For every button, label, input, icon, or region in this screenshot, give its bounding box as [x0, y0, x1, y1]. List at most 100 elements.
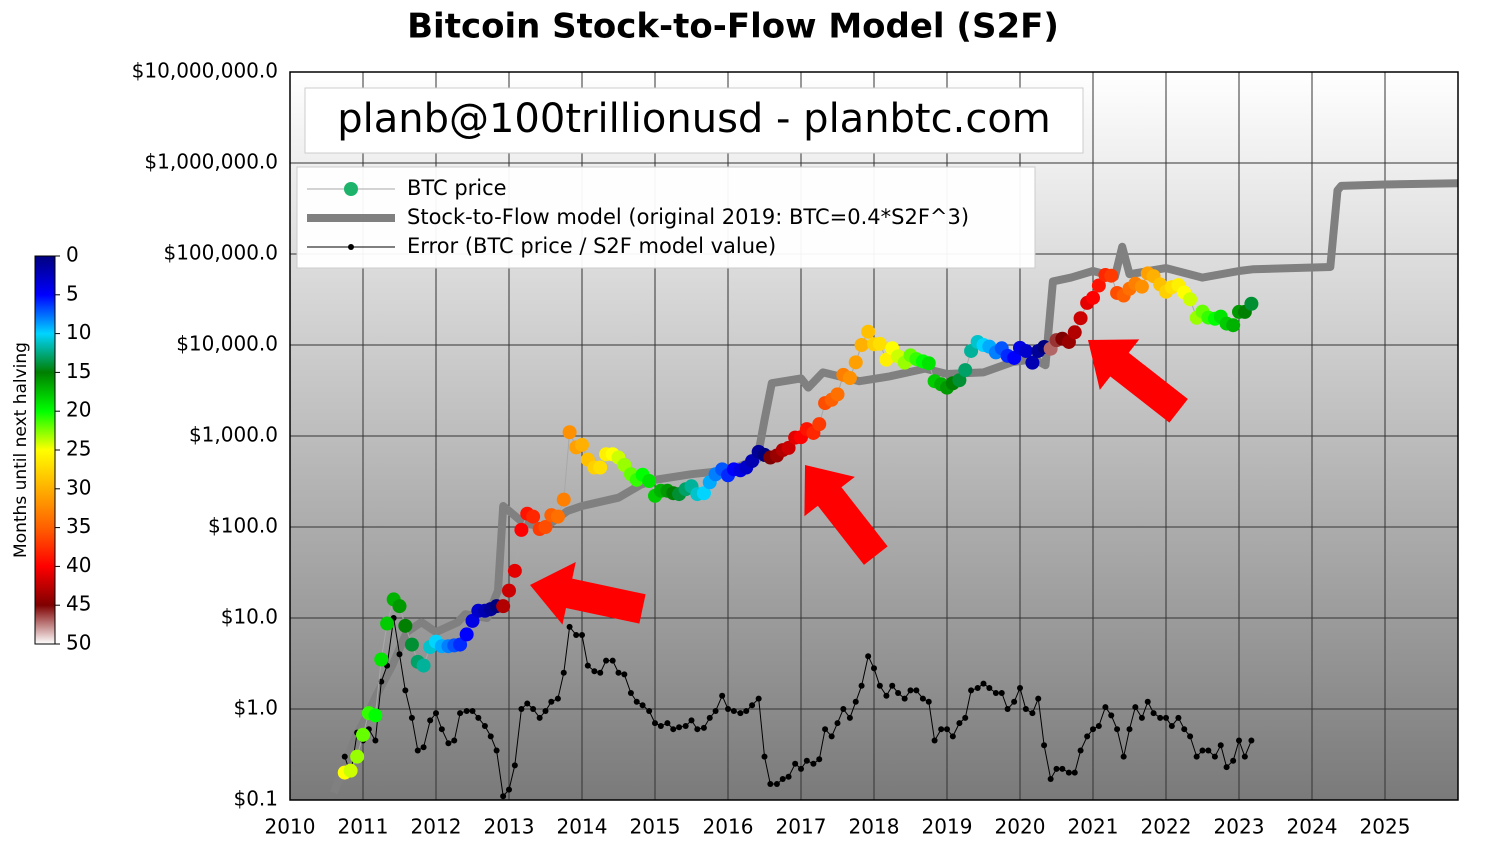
error-point: [737, 710, 744, 717]
x-tick-label: 2021: [1068, 815, 1119, 839]
error-point: [457, 710, 464, 717]
error-point: [840, 706, 847, 712]
btc-point: [453, 637, 468, 652]
annotation-box: [304, 87, 1084, 154]
x-tick-label: 2014: [557, 815, 608, 839]
btc-point: [696, 486, 711, 501]
error-point: [481, 723, 488, 730]
x-tick-label: 2020: [995, 815, 1046, 839]
error-point: [1011, 698, 1018, 705]
x-tick-label: 2013: [484, 815, 535, 839]
error-point: [803, 757, 810, 764]
error-point: [1223, 764, 1230, 771]
error-point: [761, 753, 768, 760]
colorbar-tick-label: 0: [66, 243, 79, 267]
y-tick-label: $1.0: [233, 696, 278, 720]
btc-point: [514, 522, 529, 537]
error-point: [1004, 706, 1011, 712]
error-point: [639, 702, 646, 709]
error-point: [579, 632, 585, 639]
annotation: planb@100trillionusd - planbtc.com: [337, 96, 1051, 142]
btc-point: [416, 658, 431, 673]
error-point: [511, 762, 518, 769]
error-point: [931, 737, 938, 744]
legend-label: BTC price: [407, 176, 507, 200]
error-point: [542, 708, 549, 715]
error-point: [1157, 714, 1164, 721]
btc-point: [952, 373, 967, 388]
error-point: [1059, 765, 1066, 772]
error-point: [1017, 685, 1023, 692]
btc-point: [921, 356, 936, 371]
error-point: [755, 695, 762, 702]
error-point: [646, 708, 653, 715]
error-point: [968, 687, 975, 694]
colorbar-label: Months until next halving: [11, 342, 31, 558]
btc-point: [538, 520, 553, 534]
btc-point: [848, 355, 863, 370]
x-tick-label: 2017: [776, 815, 827, 839]
btc-point: [1104, 268, 1119, 283]
error-point: [372, 737, 379, 744]
error-point: [670, 726, 677, 733]
x-tick-label: 2023: [1214, 815, 1265, 839]
btc-point: [879, 352, 894, 367]
y-tick-label: $100,000.0: [163, 241, 278, 265]
colorbar-tick-label: 45: [66, 592, 91, 616]
error-point: [712, 708, 719, 715]
legend: BTC price Stock-to-Flow model (original 2…: [296, 166, 1036, 269]
btc-point: [958, 363, 973, 378]
btc-point: [496, 599, 511, 614]
error-point: [1047, 776, 1054, 783]
error-point: [749, 702, 756, 709]
error-point: [1022, 706, 1029, 712]
btc-point: [368, 708, 383, 723]
colorbar-tick-label: 50: [66, 631, 91, 655]
x-tick-label: 2015: [630, 815, 681, 839]
error-point: [396, 651, 403, 658]
error-point: [1126, 726, 1133, 733]
error-point: [1138, 714, 1145, 721]
arrow: [804, 465, 888, 565]
error-point: [1077, 747, 1084, 754]
btc-point: [507, 563, 522, 578]
btc-point: [1086, 290, 1100, 305]
legend-box: [296, 166, 1036, 269]
error-point: [609, 657, 616, 664]
error-point: [548, 698, 555, 705]
btc-point: [830, 387, 845, 402]
error-point: [1150, 710, 1157, 717]
x-tick-label: 2022: [1141, 815, 1192, 839]
error-point: [694, 726, 701, 733]
legend-marker: [348, 244, 354, 250]
error-point: [1187, 733, 1194, 740]
error-point: [676, 724, 683, 731]
error-point: [706, 714, 713, 721]
error-point: [730, 708, 737, 715]
btc-point: [854, 338, 869, 352]
error-point: [1241, 753, 1248, 760]
btc-point: [526, 509, 541, 524]
error-point: [1205, 747, 1212, 754]
error-point: [493, 747, 500, 754]
error-point: [1132, 704, 1139, 711]
error-point: [402, 687, 409, 694]
error-point: [657, 723, 664, 730]
error-point: [883, 692, 890, 699]
arrows: [530, 339, 1188, 625]
error-point: [1193, 753, 1200, 760]
error-point: [554, 695, 561, 702]
error-point: [944, 726, 950, 733]
error-point: [433, 710, 439, 717]
error-point: [980, 680, 987, 687]
error-point: [688, 717, 695, 724]
error-point: [1108, 712, 1115, 719]
error-point: [865, 653, 872, 660]
error-point: [895, 689, 902, 696]
error-point: [1102, 704, 1109, 711]
btc-point: [1018, 343, 1033, 358]
y-tick-label: $100.0: [208, 514, 278, 538]
btc-point: [575, 437, 589, 452]
btc-point: [1007, 350, 1022, 365]
error-point: [1120, 753, 1127, 760]
